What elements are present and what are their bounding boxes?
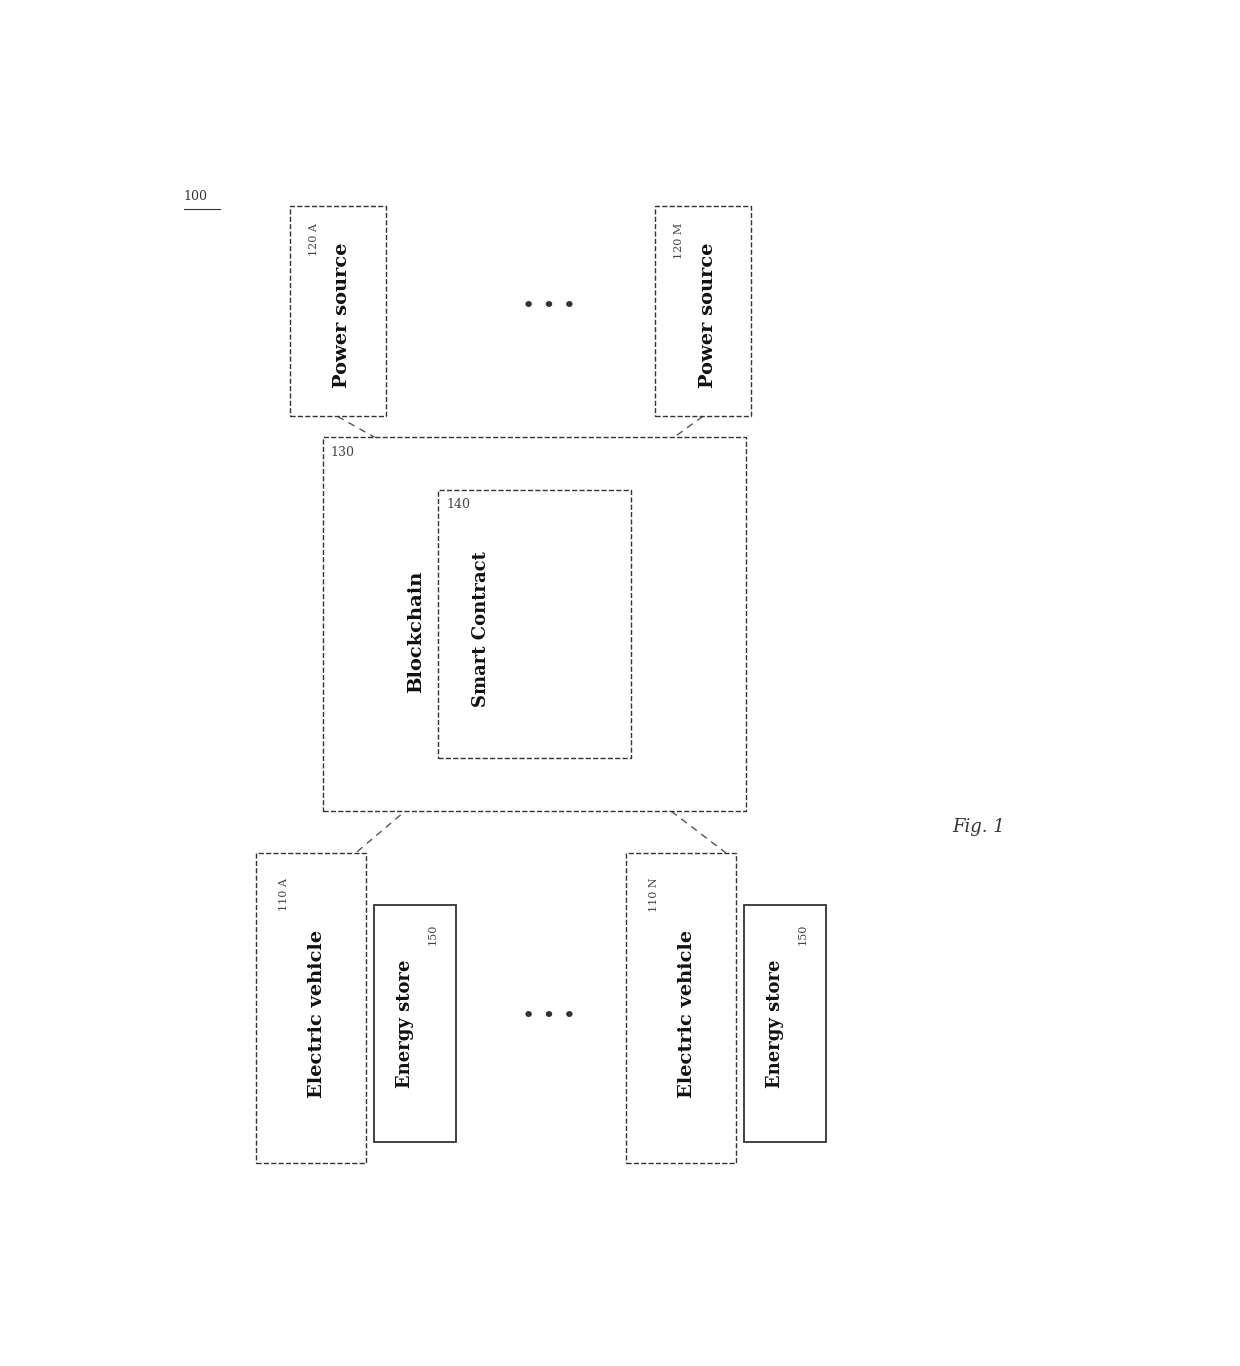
Text: 100: 100	[184, 190, 208, 204]
Text: Energy store: Energy store	[396, 959, 414, 1089]
Text: • • •: • • •	[522, 296, 577, 316]
Bar	[255, 852, 367, 1164]
Text: 150: 150	[428, 923, 438, 944]
Text: Electric vehicle: Electric vehicle	[308, 930, 326, 1098]
Bar	[324, 437, 746, 811]
Bar	[744, 906, 826, 1142]
Bar	[626, 852, 737, 1164]
Text: 110 N: 110 N	[649, 878, 658, 912]
Text: Blockchain: Blockchain	[407, 571, 425, 693]
Bar	[439, 490, 631, 758]
Text: Power source: Power source	[698, 243, 717, 388]
Text: 110 A: 110 A	[279, 878, 289, 911]
Bar	[655, 206, 751, 417]
Text: 120 M: 120 M	[673, 223, 683, 260]
Text: Power source: Power source	[334, 243, 351, 388]
Text: 120 A: 120 A	[309, 223, 319, 255]
Text: Smart Contract: Smart Contract	[471, 552, 490, 708]
Text: Fig. 1: Fig. 1	[952, 818, 1006, 836]
Text: Electric vehicle: Electric vehicle	[678, 930, 696, 1098]
Text: 130: 130	[331, 445, 355, 459]
Text: 140: 140	[446, 499, 470, 511]
Text: Energy store: Energy store	[766, 959, 784, 1089]
Bar	[290, 206, 386, 417]
Text: 150: 150	[797, 923, 808, 944]
Bar	[374, 906, 456, 1142]
Text: • • •: • • •	[522, 1005, 577, 1026]
